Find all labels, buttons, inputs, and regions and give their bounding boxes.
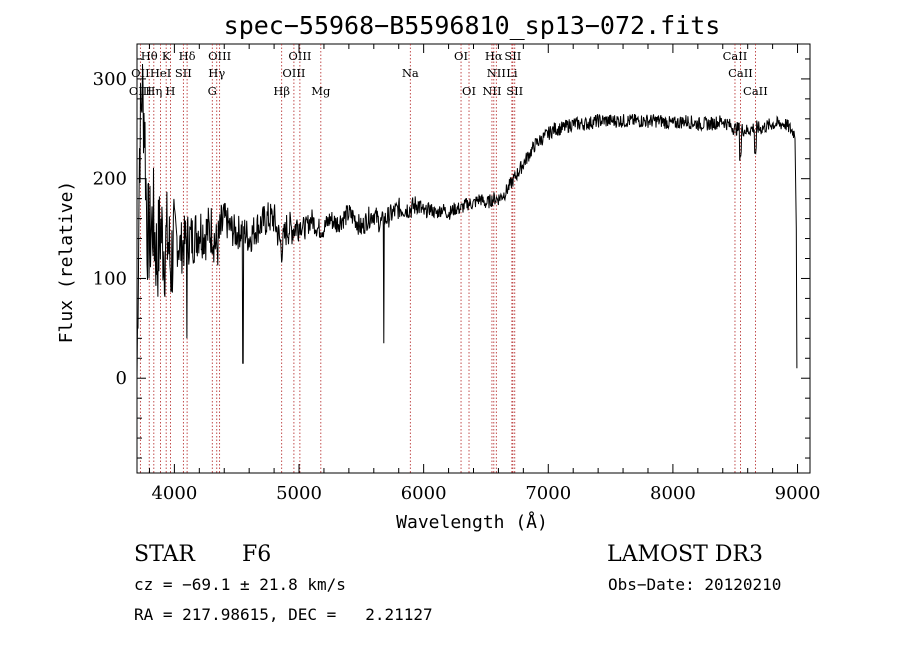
y-tick-label: 100	[93, 268, 127, 289]
observation-date: Obs−Date: 20120210	[608, 575, 782, 594]
x-tick-label: 7000	[525, 483, 571, 504]
line-label: Hγ	[208, 66, 225, 80]
x-tick-label: 6000	[401, 483, 447, 504]
line-label: SII	[504, 49, 521, 63]
ra-dec-coordinates: RA = 217.98615, DEC = 2.21127	[134, 605, 433, 624]
line-label: Li	[506, 66, 518, 80]
line-label: Mg	[311, 84, 331, 98]
line-label: OIII	[288, 49, 311, 63]
line-label: CaII	[743, 84, 768, 98]
x-tick-label: 9000	[775, 483, 821, 504]
line-label: OIII	[282, 66, 305, 80]
line-label: K	[162, 49, 171, 63]
line-label: CaII	[723, 49, 748, 63]
y-tick-label: 300	[93, 69, 127, 90]
flux-series-line	[136, 63, 798, 380]
object-subclass: F6	[242, 542, 272, 567]
line-label: H	[165, 84, 175, 98]
line-label: OI	[462, 84, 476, 98]
line-label: OI	[454, 49, 468, 63]
plot-frame	[136, 43, 811, 474]
x-tick-label: 8000	[650, 483, 696, 504]
y-axis-label: Flux (relative)	[56, 181, 77, 344]
x-tick-label: 5000	[276, 483, 322, 504]
line-label: CaII	[728, 66, 753, 80]
y-tick-label: 0	[116, 368, 127, 389]
x-tick-label: 4000	[151, 483, 197, 504]
object-class: STAR	[134, 542, 195, 567]
survey-name: LAMOST DR3	[607, 542, 763, 567]
tick-group: 4000 5000 6000 7000 8000 9000 0 100 200 300	[93, 44, 821, 504]
redshift-cz: cz = −69.1 ± 21.8 km/s	[134, 575, 346, 594]
line-label: G	[208, 84, 217, 98]
line-label: SII	[506, 84, 523, 98]
line-label: HeI	[150, 66, 171, 80]
line-label: Hη	[145, 84, 162, 98]
line-label: Hα	[485, 49, 503, 63]
line-label: OIII	[208, 49, 231, 63]
line-label: Hδ	[179, 49, 196, 63]
line-label: SII	[175, 66, 192, 80]
chart-title: spec−55968−B5596810_sp13−072.fits	[224, 11, 721, 40]
y-tick-label: 200	[93, 169, 127, 190]
line-label: Hβ	[273, 84, 290, 98]
line-label: Hθ	[141, 49, 158, 63]
x-axis-label: Wavelength (Å)	[396, 511, 548, 533]
line-label: OII	[131, 66, 150, 80]
line-marker-group	[139, 44, 756, 473]
line-label: NII	[482, 84, 501, 98]
line-label: NII	[487, 66, 506, 80]
line-label: Na	[402, 66, 419, 80]
